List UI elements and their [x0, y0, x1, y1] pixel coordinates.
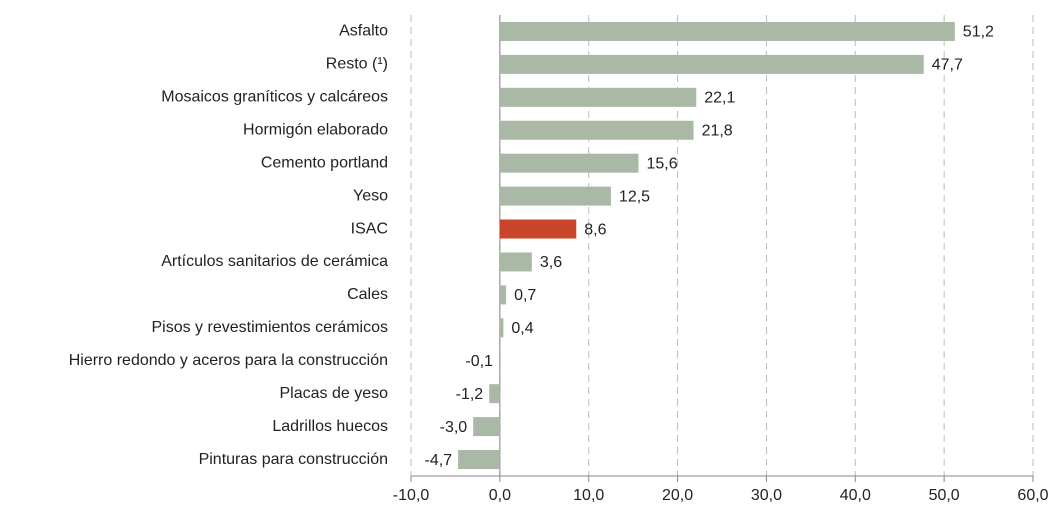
value-label: -4,7 — [425, 452, 453, 469]
value-label: 22,1 — [704, 90, 735, 107]
value-label: 3,6 — [540, 254, 562, 271]
bar — [499, 219, 577, 239]
value-label: 15,6 — [646, 155, 677, 172]
x-tick-label: 60,0 — [1017, 487, 1048, 504]
category-label: Ladrillos huecos — [272, 418, 388, 435]
value-label: -1,2 — [456, 386, 484, 403]
bar — [458, 450, 500, 470]
category-label: Yeso — [353, 187, 388, 204]
bar — [499, 54, 924, 74]
bar — [499, 120, 694, 140]
category-label: Hormigón elaborado — [243, 121, 388, 138]
value-label: -0,1 — [465, 353, 493, 370]
category-label: Cales — [347, 286, 388, 303]
bar — [499, 186, 611, 206]
category-label: Pisos y revestimientos cerámicos — [151, 319, 388, 336]
category-label: Placas de yeso — [279, 385, 388, 402]
category-label: Asfalto — [339, 23, 388, 40]
category-label: Artículos sanitarios de cerámica — [161, 253, 388, 270]
x-tick-label: 0,0 — [489, 487, 511, 504]
category-label: Pinturas para construcción — [199, 451, 388, 468]
value-label: 51,2 — [963, 24, 994, 41]
x-tick-label: 10,0 — [573, 487, 604, 504]
bar — [499, 285, 507, 305]
value-label: 0,4 — [511, 320, 533, 337]
value-label: 21,8 — [702, 122, 733, 139]
bar — [498, 351, 500, 371]
value-label: 0,7 — [514, 287, 536, 304]
category-label: Resto (¹) — [326, 56, 388, 73]
category-label: ISAC — [351, 220, 388, 237]
value-label: 8,6 — [584, 221, 606, 238]
category-label: Mosaicos graníticos y calcáreos — [161, 89, 388, 106]
x-tick-label: 50,0 — [929, 487, 960, 504]
x-tick-label: 30,0 — [751, 487, 782, 504]
x-tick-label: 40,0 — [840, 487, 871, 504]
bar — [499, 87, 697, 107]
bar — [473, 417, 500, 437]
bar — [499, 153, 639, 173]
value-label: 12,5 — [619, 188, 650, 205]
bar — [499, 318, 504, 338]
category-label: Cemento portland — [261, 154, 388, 171]
value-label: -3,0 — [440, 419, 468, 436]
bar — [489, 384, 500, 404]
x-tick-label: -10,0 — [393, 487, 430, 504]
value-label: 47,7 — [932, 57, 963, 74]
category-label: Hierro redondo y aceros para la construc… — [69, 352, 388, 369]
x-tick-label: 20,0 — [662, 487, 693, 504]
bar — [499, 252, 532, 272]
bar — [499, 21, 955, 41]
